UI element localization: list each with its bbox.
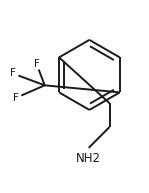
Text: NH2: NH2 (76, 152, 101, 165)
Text: F: F (10, 68, 16, 78)
Text: F: F (13, 93, 19, 103)
Text: F: F (34, 59, 39, 69)
